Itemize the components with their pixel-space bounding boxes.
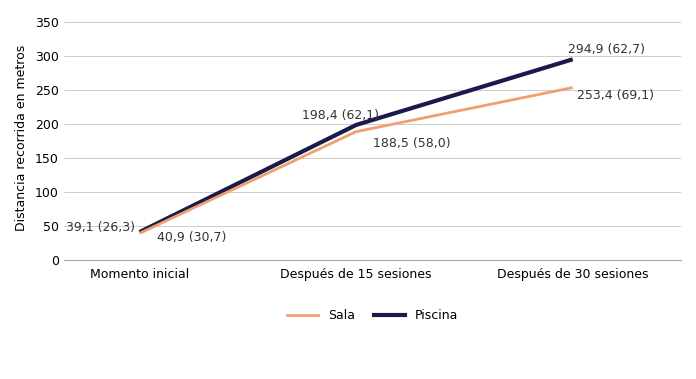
Text: 40,9 (30,7): 40,9 (30,7) [157, 231, 226, 244]
Text: 198,4 (62,1): 198,4 (62,1) [302, 109, 379, 122]
Y-axis label: Distancia recorrida en metros: Distancia recorrida en metros [15, 44, 28, 230]
Text: 39,1 (26,3): 39,1 (26,3) [66, 221, 135, 235]
Text: 294,9 (62,7): 294,9 (62,7) [569, 43, 645, 56]
Text: 253,4 (69,1): 253,4 (69,1) [577, 89, 654, 102]
Legend: Sala, Piscina: Sala, Piscina [281, 304, 463, 327]
Text: 188,5 (58,0): 188,5 (58,0) [374, 138, 451, 150]
